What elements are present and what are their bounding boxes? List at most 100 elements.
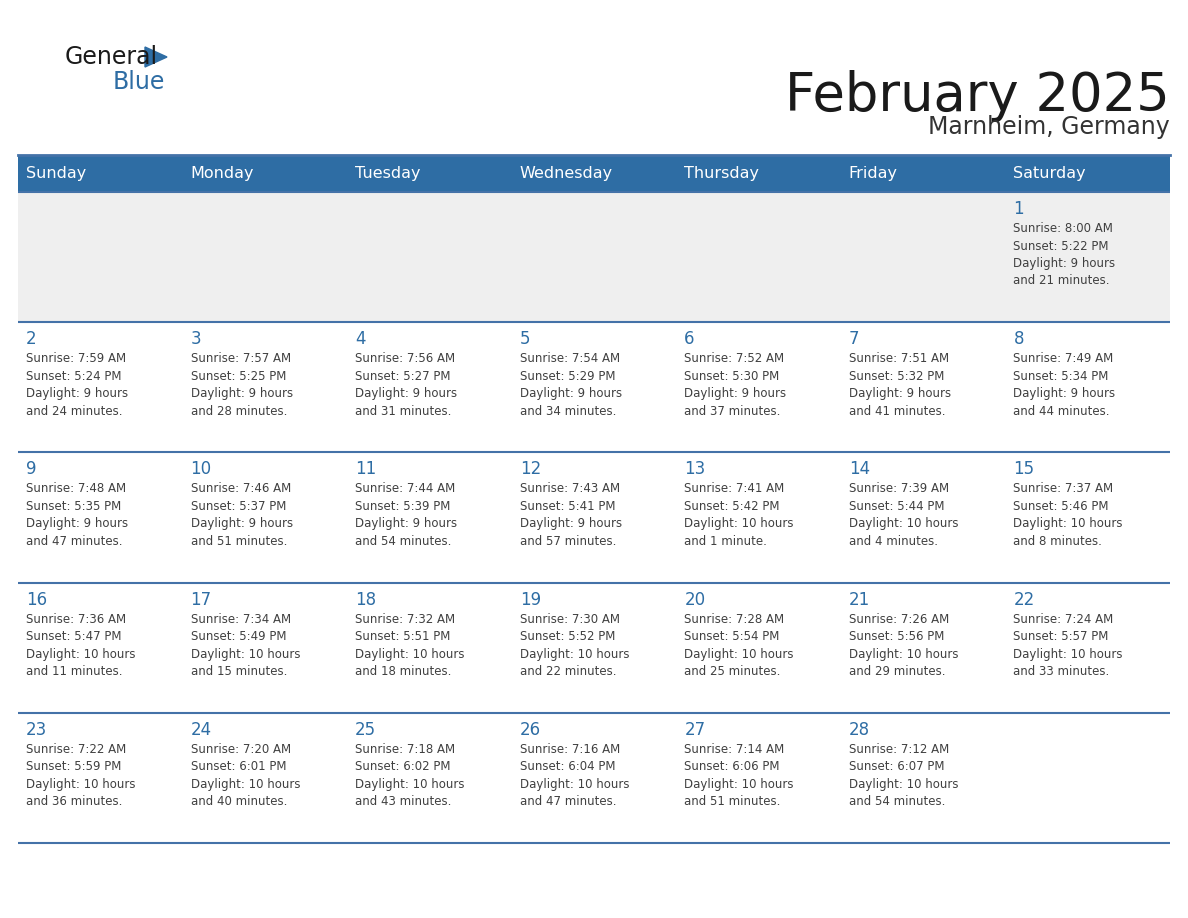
- Bar: [183, 453, 347, 583]
- Bar: [347, 712, 512, 843]
- Bar: [512, 192, 676, 322]
- Text: Saturday: Saturday: [1013, 166, 1086, 181]
- Bar: [1005, 192, 1170, 322]
- Text: General: General: [65, 45, 158, 69]
- Bar: [1005, 155, 1170, 192]
- Text: 27: 27: [684, 721, 706, 739]
- Bar: [1005, 583, 1170, 712]
- Text: 14: 14: [849, 461, 870, 478]
- Bar: [676, 453, 841, 583]
- Text: Marnheim, Germany: Marnheim, Germany: [928, 115, 1170, 139]
- Bar: [183, 712, 347, 843]
- Text: 7: 7: [849, 330, 859, 348]
- Bar: [18, 453, 183, 583]
- Text: Sunrise: 7:28 AM
Sunset: 5:54 PM
Daylight: 10 hours
and 25 minutes.: Sunrise: 7:28 AM Sunset: 5:54 PM Dayligh…: [684, 612, 794, 678]
- Text: Sunrise: 7:36 AM
Sunset: 5:47 PM
Daylight: 10 hours
and 11 minutes.: Sunrise: 7:36 AM Sunset: 5:47 PM Dayligh…: [26, 612, 135, 678]
- Text: Sunrise: 7:18 AM
Sunset: 6:02 PM
Daylight: 10 hours
and 43 minutes.: Sunrise: 7:18 AM Sunset: 6:02 PM Dayligh…: [355, 743, 465, 809]
- Bar: [347, 192, 512, 322]
- Text: Sunrise: 7:44 AM
Sunset: 5:39 PM
Daylight: 9 hours
and 54 minutes.: Sunrise: 7:44 AM Sunset: 5:39 PM Dayligh…: [355, 482, 457, 548]
- Text: 2: 2: [26, 330, 37, 348]
- Bar: [676, 155, 841, 192]
- Bar: [512, 453, 676, 583]
- Text: 24: 24: [190, 721, 211, 739]
- Text: Sunrise: 7:12 AM
Sunset: 6:07 PM
Daylight: 10 hours
and 54 minutes.: Sunrise: 7:12 AM Sunset: 6:07 PM Dayligh…: [849, 743, 959, 809]
- Bar: [1005, 322, 1170, 453]
- Text: Sunrise: 7:56 AM
Sunset: 5:27 PM
Daylight: 9 hours
and 31 minutes.: Sunrise: 7:56 AM Sunset: 5:27 PM Dayligh…: [355, 353, 457, 418]
- Bar: [676, 712, 841, 843]
- Text: 15: 15: [1013, 461, 1035, 478]
- Text: Blue: Blue: [113, 70, 165, 94]
- Text: Sunrise: 7:59 AM
Sunset: 5:24 PM
Daylight: 9 hours
and 24 minutes.: Sunrise: 7:59 AM Sunset: 5:24 PM Dayligh…: [26, 353, 128, 418]
- Bar: [18, 155, 183, 192]
- Bar: [841, 453, 1005, 583]
- Bar: [841, 155, 1005, 192]
- Text: 9: 9: [26, 461, 37, 478]
- Text: 8: 8: [1013, 330, 1024, 348]
- Bar: [183, 192, 347, 322]
- Text: 26: 26: [519, 721, 541, 739]
- Text: Sunrise: 7:57 AM
Sunset: 5:25 PM
Daylight: 9 hours
and 28 minutes.: Sunrise: 7:57 AM Sunset: 5:25 PM Dayligh…: [190, 353, 292, 418]
- Text: 23: 23: [26, 721, 48, 739]
- Bar: [676, 192, 841, 322]
- Bar: [841, 712, 1005, 843]
- Text: 12: 12: [519, 461, 541, 478]
- Bar: [512, 322, 676, 453]
- Text: 13: 13: [684, 461, 706, 478]
- Text: Sunrise: 7:34 AM
Sunset: 5:49 PM
Daylight: 10 hours
and 15 minutes.: Sunrise: 7:34 AM Sunset: 5:49 PM Dayligh…: [190, 612, 301, 678]
- Text: 10: 10: [190, 461, 211, 478]
- Text: 5: 5: [519, 330, 530, 348]
- Text: Friday: Friday: [849, 166, 898, 181]
- Text: 4: 4: [355, 330, 366, 348]
- Text: Sunrise: 7:48 AM
Sunset: 5:35 PM
Daylight: 9 hours
and 47 minutes.: Sunrise: 7:48 AM Sunset: 5:35 PM Dayligh…: [26, 482, 128, 548]
- Text: 21: 21: [849, 590, 870, 609]
- Bar: [347, 453, 512, 583]
- Bar: [347, 322, 512, 453]
- Text: Sunrise: 7:37 AM
Sunset: 5:46 PM
Daylight: 10 hours
and 8 minutes.: Sunrise: 7:37 AM Sunset: 5:46 PM Dayligh…: [1013, 482, 1123, 548]
- Text: 3: 3: [190, 330, 201, 348]
- Text: Sunrise: 7:14 AM
Sunset: 6:06 PM
Daylight: 10 hours
and 51 minutes.: Sunrise: 7:14 AM Sunset: 6:06 PM Dayligh…: [684, 743, 794, 809]
- Text: 19: 19: [519, 590, 541, 609]
- Text: Sunrise: 7:22 AM
Sunset: 5:59 PM
Daylight: 10 hours
and 36 minutes.: Sunrise: 7:22 AM Sunset: 5:59 PM Dayligh…: [26, 743, 135, 809]
- Text: 17: 17: [190, 590, 211, 609]
- Bar: [183, 583, 347, 712]
- Bar: [183, 322, 347, 453]
- Text: 6: 6: [684, 330, 695, 348]
- Polygon shape: [145, 47, 168, 67]
- Bar: [18, 322, 183, 453]
- Text: Thursday: Thursday: [684, 166, 759, 181]
- Text: 22: 22: [1013, 590, 1035, 609]
- Text: Sunrise: 7:49 AM
Sunset: 5:34 PM
Daylight: 9 hours
and 44 minutes.: Sunrise: 7:49 AM Sunset: 5:34 PM Dayligh…: [1013, 353, 1116, 418]
- Text: Sunrise: 7:26 AM
Sunset: 5:56 PM
Daylight: 10 hours
and 29 minutes.: Sunrise: 7:26 AM Sunset: 5:56 PM Dayligh…: [849, 612, 959, 678]
- Bar: [512, 155, 676, 192]
- Bar: [512, 583, 676, 712]
- Bar: [18, 583, 183, 712]
- Text: 20: 20: [684, 590, 706, 609]
- Bar: [841, 192, 1005, 322]
- Text: Wednesday: Wednesday: [519, 166, 613, 181]
- Bar: [18, 712, 183, 843]
- Text: February 2025: February 2025: [785, 70, 1170, 122]
- Text: 11: 11: [355, 461, 377, 478]
- Text: Sunrise: 8:00 AM
Sunset: 5:22 PM
Daylight: 9 hours
and 21 minutes.: Sunrise: 8:00 AM Sunset: 5:22 PM Dayligh…: [1013, 222, 1116, 287]
- Bar: [1005, 453, 1170, 583]
- Text: Monday: Monday: [190, 166, 254, 181]
- Bar: [676, 583, 841, 712]
- Bar: [18, 192, 183, 322]
- Text: Sunrise: 7:43 AM
Sunset: 5:41 PM
Daylight: 9 hours
and 57 minutes.: Sunrise: 7:43 AM Sunset: 5:41 PM Dayligh…: [519, 482, 621, 548]
- Text: Sunrise: 7:54 AM
Sunset: 5:29 PM
Daylight: 9 hours
and 34 minutes.: Sunrise: 7:54 AM Sunset: 5:29 PM Dayligh…: [519, 353, 621, 418]
- Text: Sunrise: 7:30 AM
Sunset: 5:52 PM
Daylight: 10 hours
and 22 minutes.: Sunrise: 7:30 AM Sunset: 5:52 PM Dayligh…: [519, 612, 630, 678]
- Text: 28: 28: [849, 721, 870, 739]
- Text: Sunrise: 7:16 AM
Sunset: 6:04 PM
Daylight: 10 hours
and 47 minutes.: Sunrise: 7:16 AM Sunset: 6:04 PM Dayligh…: [519, 743, 630, 809]
- Bar: [183, 155, 347, 192]
- Text: 1: 1: [1013, 200, 1024, 218]
- Text: Sunrise: 7:20 AM
Sunset: 6:01 PM
Daylight: 10 hours
and 40 minutes.: Sunrise: 7:20 AM Sunset: 6:01 PM Dayligh…: [190, 743, 301, 809]
- Text: Sunrise: 7:52 AM
Sunset: 5:30 PM
Daylight: 9 hours
and 37 minutes.: Sunrise: 7:52 AM Sunset: 5:30 PM Dayligh…: [684, 353, 786, 418]
- Bar: [1005, 712, 1170, 843]
- Text: 16: 16: [26, 590, 48, 609]
- Text: Sunday: Sunday: [26, 166, 87, 181]
- Bar: [347, 583, 512, 712]
- Text: Sunrise: 7:24 AM
Sunset: 5:57 PM
Daylight: 10 hours
and 33 minutes.: Sunrise: 7:24 AM Sunset: 5:57 PM Dayligh…: [1013, 612, 1123, 678]
- Bar: [676, 322, 841, 453]
- Text: Sunrise: 7:46 AM
Sunset: 5:37 PM
Daylight: 9 hours
and 51 minutes.: Sunrise: 7:46 AM Sunset: 5:37 PM Dayligh…: [190, 482, 292, 548]
- Bar: [841, 583, 1005, 712]
